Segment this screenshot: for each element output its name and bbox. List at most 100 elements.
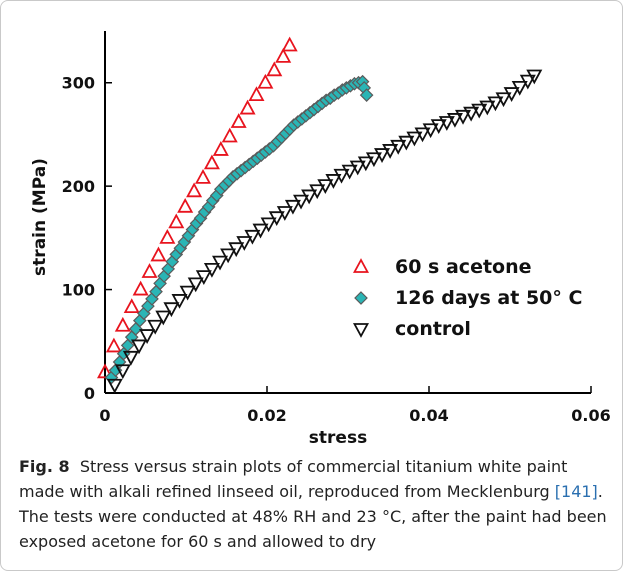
data-point-control <box>357 156 374 172</box>
data-point-acetone <box>141 263 158 278</box>
caption-figure-label: Fig. 8 <box>19 457 70 476</box>
data-point-control <box>487 96 504 112</box>
data-point-control <box>268 211 285 227</box>
data-point-control <box>147 319 164 335</box>
data-point-acetone <box>186 182 203 198</box>
data-point-acetone <box>239 99 256 115</box>
data-point-control <box>187 277 204 293</box>
data-point-control <box>333 168 350 184</box>
data-point-control <box>382 144 399 159</box>
data-point-control <box>390 139 407 155</box>
legend: 60 s acetone 126 days at 50° C control <box>352 256 582 340</box>
x-tick-label: 0.04 <box>409 406 448 425</box>
data-point-control <box>446 113 463 128</box>
y-tick-label: 100 <box>62 281 95 300</box>
x-tick-label: 0.06 <box>571 406 610 425</box>
data-point-control <box>260 217 277 233</box>
data-point-control <box>438 116 455 131</box>
data-point-acetone <box>123 298 140 314</box>
legend-entry-label: control <box>395 318 471 340</box>
chart-marks <box>96 36 543 394</box>
legend-marker <box>352 323 370 338</box>
y-tick-label: 300 <box>62 74 95 93</box>
data-point-control <box>414 127 431 143</box>
data-point-acetone <box>168 213 185 229</box>
data-point-control <box>471 103 488 119</box>
legend-entry-label: 126 days at 50° C <box>395 287 582 309</box>
data-point-control <box>203 262 220 278</box>
data-point-control <box>519 74 536 90</box>
data-point-control <box>163 302 180 318</box>
data-point-acetone <box>230 113 247 128</box>
caption-reference-link[interactable]: [141] <box>554 482 598 501</box>
data-point-heated <box>359 88 374 102</box>
data-point-control <box>374 148 391 163</box>
x-tick-label: 0 <box>99 406 110 425</box>
legend-marker <box>354 291 368 305</box>
data-point-control <box>526 69 543 85</box>
data-point-acetone <box>105 337 122 353</box>
data-point-acetone <box>194 168 212 184</box>
data-point-control <box>131 339 148 355</box>
data-point-acetone <box>177 197 194 213</box>
data-point-control <box>430 119 447 135</box>
data-point-acetone <box>257 73 274 89</box>
data-point-control <box>365 152 382 168</box>
data-point-control <box>106 378 123 394</box>
data-point-control <box>479 100 496 116</box>
y-axis-label: strain (MPa) <box>30 158 50 276</box>
data-point-control <box>179 285 196 301</box>
data-point-acetone <box>150 246 167 262</box>
data-point-control <box>236 236 253 251</box>
figure-caption: Fig. 8 Stress versus strain plots of com… <box>19 454 611 554</box>
data-point-acetone <box>132 280 149 296</box>
stress-strain-chart: 0 0.02 0.04 0.06 0 100 200 300 stress strain (MPa… <box>30 31 611 448</box>
axes: 0 0.02 0.04 0.06 0 100 200 300 stress strain (MPa… <box>30 31 611 448</box>
caption-text-part1: Stress versus strain plots of commercial… <box>19 457 568 501</box>
data-point-control <box>463 106 480 122</box>
data-point-control <box>220 248 237 264</box>
legend-entry-label: 60 s acetone <box>395 256 532 278</box>
data-point-control <box>139 329 156 344</box>
data-point-control <box>301 189 318 205</box>
data-point-control <box>495 92 512 108</box>
data-point-control <box>455 109 472 125</box>
data-point-control <box>155 310 172 326</box>
data-point-control <box>244 229 261 245</box>
data-point-control <box>252 223 269 239</box>
data-point-control <box>341 164 358 180</box>
data-point-control <box>171 294 188 309</box>
x-axis-label: stress <box>309 428 367 448</box>
data-point-control <box>228 242 245 258</box>
legend-marker <box>352 258 370 273</box>
y-tick-label: 200 <box>62 177 95 196</box>
data-point-control <box>325 174 342 189</box>
data-point-control <box>284 199 301 215</box>
data-point-control <box>309 184 326 200</box>
caption-text-part2: . The tests were conducted at 48% RH and… <box>19 482 607 551</box>
data-point-acetone <box>203 154 220 170</box>
data-point-acetone <box>275 47 292 63</box>
data-point-control <box>503 87 520 102</box>
data-point-control <box>317 179 334 194</box>
data-point-control <box>293 194 310 210</box>
x-tick-label: 0.02 <box>247 406 286 425</box>
data-point-acetone <box>221 127 238 143</box>
data-point-control <box>398 135 415 151</box>
y-tick-label: 0 <box>84 384 95 403</box>
data-point-acetone <box>248 86 265 102</box>
data-point-acetone <box>159 228 176 244</box>
data-point-acetone <box>266 61 283 77</box>
data-point-control <box>422 123 439 139</box>
data-point-acetone <box>114 316 131 332</box>
data-point-control <box>122 350 139 366</box>
data-point-control <box>212 255 229 271</box>
data-point-control <box>195 270 212 286</box>
data-point-acetone <box>281 36 298 52</box>
data-point-control <box>114 364 131 380</box>
data-point-control <box>349 160 366 176</box>
data-point-control <box>406 131 423 147</box>
data-point-acetone <box>212 141 229 156</box>
data-point-control <box>511 80 528 96</box>
